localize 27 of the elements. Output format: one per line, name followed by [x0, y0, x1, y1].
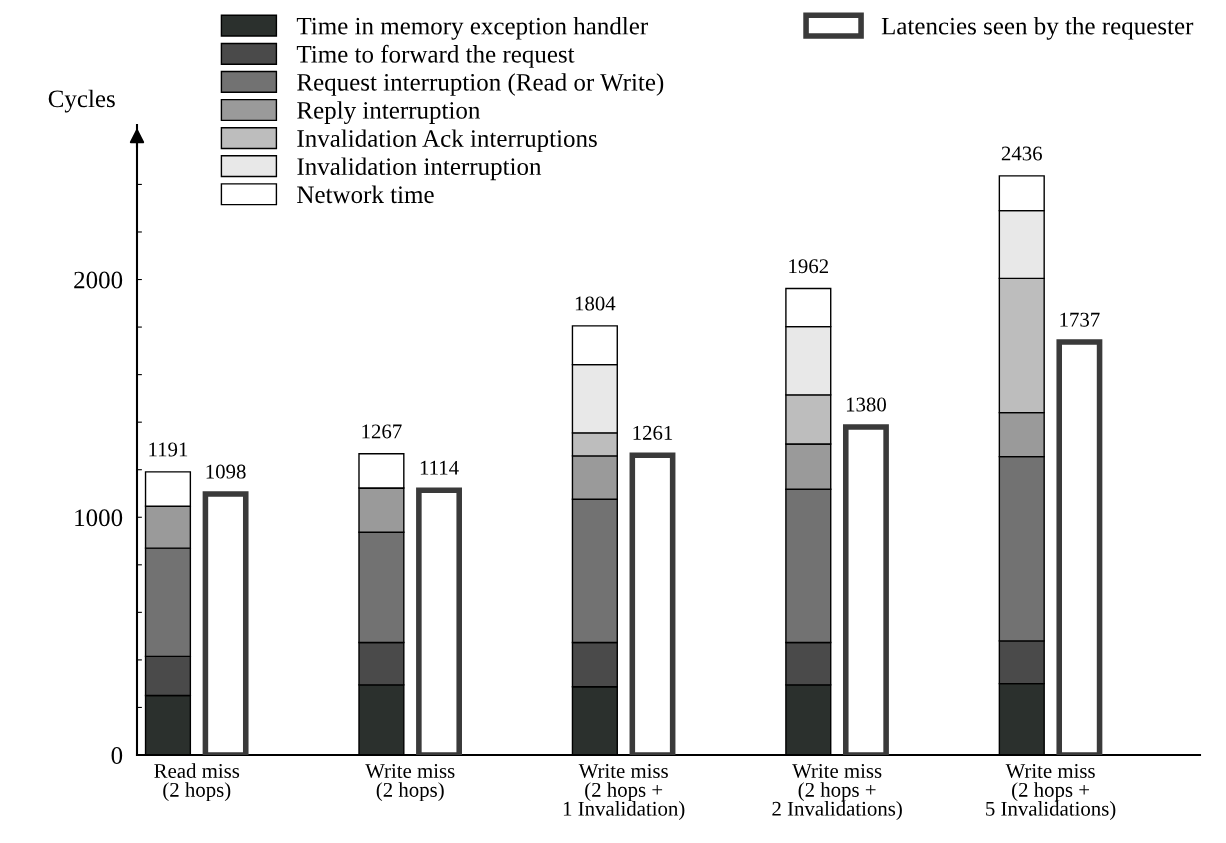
total-label: 1804 [575, 296, 616, 311]
total-label: 1267 [362, 424, 402, 439]
x-tick-label: Write miss (2 hops + 1 Invalidation) [563, 763, 685, 821]
x-tick-label: Write miss (2 hops + 2 Invalidations) [772, 763, 902, 821]
y-tick-label: 0 [111, 747, 123, 764]
data-label: 1261 [633, 425, 673, 440]
legend-label: Latencies seen by the requester [881, 16, 1194, 40]
x-tick-label: Read miss (2 hops) [154, 763, 240, 802]
legend-label: Reply interruption [297, 101, 481, 124]
data-label: 1114 [420, 460, 459, 475]
data-label: 1737 [1060, 312, 1100, 327]
data-label: 1098 [206, 464, 246, 479]
legend-label: Time to forward the request [296, 44, 575, 68]
legend-label: Request interruption (Read or Write) [297, 73, 664, 96]
y-tick-label: 2000 [74, 271, 123, 289]
total-label: 1962 [789, 259, 828, 274]
y-axis-title: Cycles [48, 89, 115, 113]
total-label: 2436 [1001, 146, 1042, 161]
total-label: 1191 [149, 442, 188, 457]
x-tick-label: Write miss (2 hops) [365, 763, 455, 802]
x-tick-label: Write miss (2 hops + 5 Invalidations) [986, 763, 1116, 821]
legend-label: Invalidation interruption [297, 157, 542, 181]
legend-label: Invalidation Ack interruptions [297, 129, 597, 153]
legend-label: Time in memory exception handler [296, 16, 648, 40]
data-label: 1380 [846, 397, 886, 412]
y-tick-label: 1000 [75, 509, 123, 527]
legend-label: Network time [297, 185, 434, 204]
